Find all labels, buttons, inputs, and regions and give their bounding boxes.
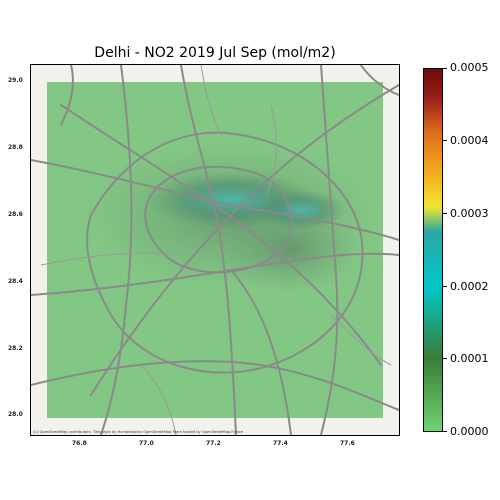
colorbar-tick	[443, 140, 447, 141]
colorbar	[423, 68, 443, 432]
colorbar-label: 0.0004	[450, 134, 489, 147]
x-tick-label: 77.6	[340, 440, 355, 447]
x-tick-label: 77.0	[139, 440, 154, 447]
colorbar-tick	[443, 431, 447, 432]
colorbar-tick	[443, 68, 447, 69]
colorbar-label: 0.0000	[450, 425, 489, 438]
map-title: Delhi - NO2 2019 Jul Sep (mol/m2)	[30, 45, 400, 61]
y-tick-label: 28.4	[8, 278, 23, 285]
x-tick-label: 76.8	[72, 440, 87, 447]
colorbar-tick	[443, 286, 447, 287]
colorbar-label: 0.0003	[450, 207, 489, 220]
colorbar-label: 0.0002	[450, 280, 489, 293]
colorbar-tick	[443, 358, 447, 359]
x-tick-label: 77.4	[273, 440, 288, 447]
y-tick-label: 28.6	[8, 211, 23, 218]
x-tick-label: 77.2	[206, 440, 221, 447]
colorbar-tick	[443, 213, 447, 214]
colorbar-label: 0.0001	[450, 352, 489, 365]
y-tick-label: 28.2	[8, 345, 23, 352]
colorbar-label: 0.0005	[450, 61, 489, 74]
map-attribution: (C) OpenStreetMap contributors, Tiles st…	[33, 430, 243, 434]
no2-heatmap	[31, 65, 399, 435]
map-panel[interactable]: (C) OpenStreetMap contributors, Tiles st…	[30, 64, 400, 436]
y-tick-label: 28.0	[8, 411, 23, 418]
y-tick-label: 28.8	[8, 144, 23, 151]
y-tick-label: 29.0	[8, 77, 23, 84]
